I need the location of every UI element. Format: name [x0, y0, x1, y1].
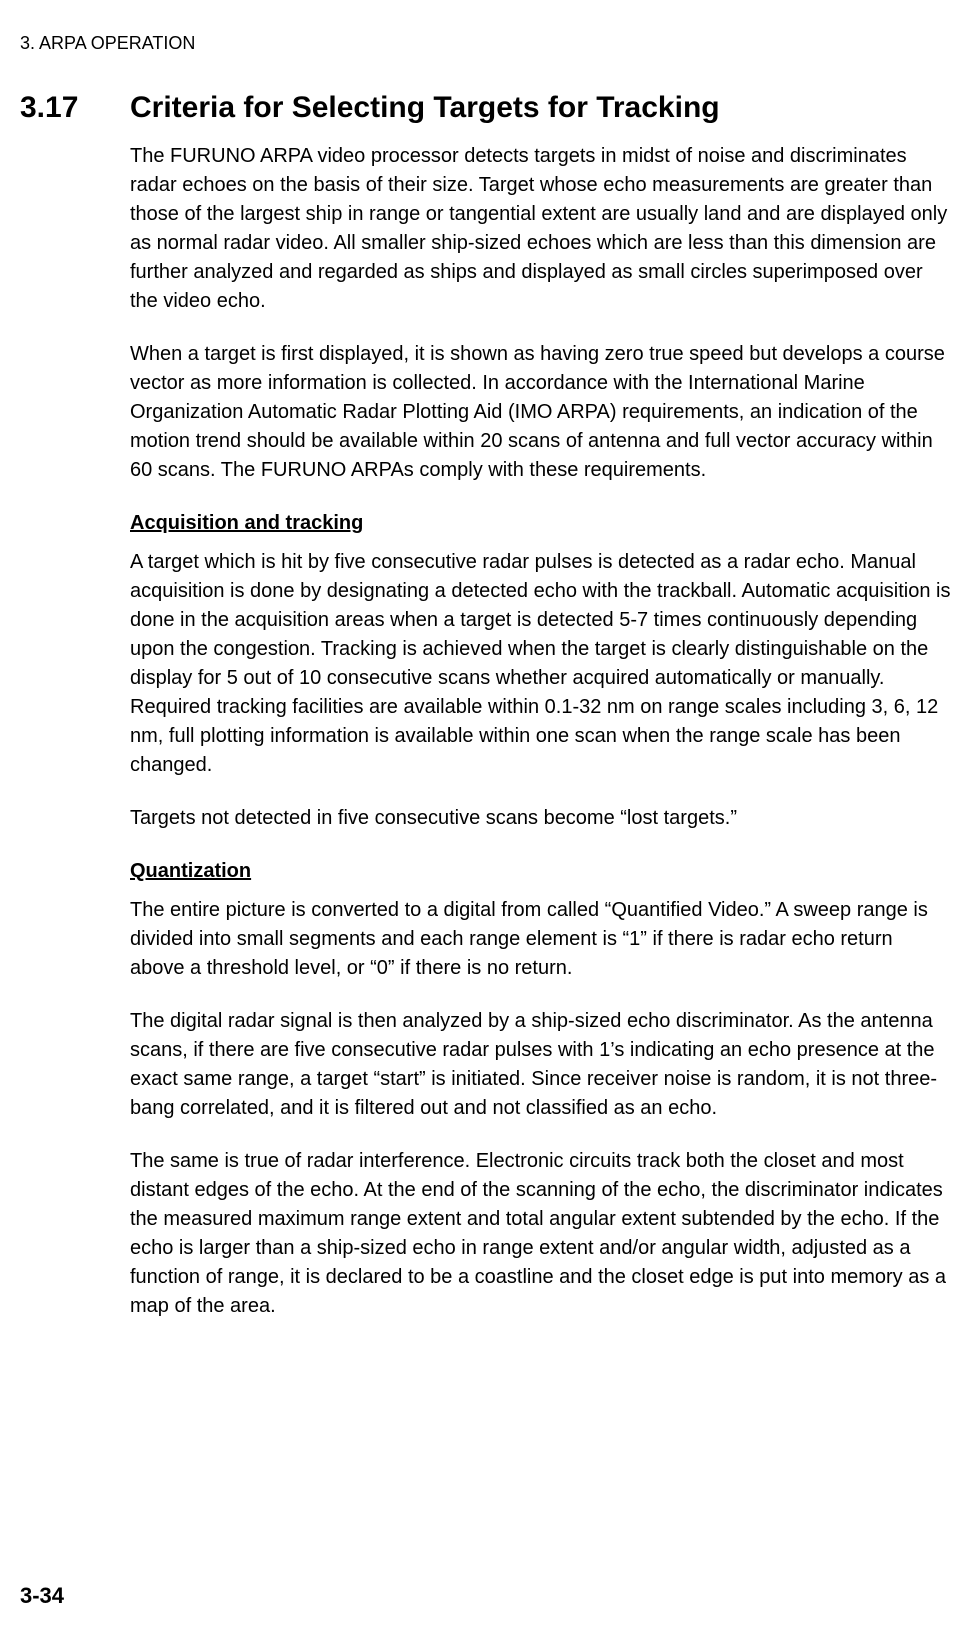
paragraph: Targets not detected in five consecutive…	[130, 804, 951, 833]
paragraph: The FURUNO ARPA video processor detects …	[130, 142, 951, 316]
page-number: 3-34	[20, 1580, 64, 1612]
chapter-header: 3. ARPA OPERATION	[20, 30, 951, 56]
subheading-acquisition: Acquisition and tracking	[130, 509, 951, 538]
paragraph: The same is true of radar interference. …	[130, 1147, 951, 1321]
subheading-quantization: Quantization	[130, 857, 951, 886]
paragraph: A target which is hit by five consecutiv…	[130, 548, 951, 780]
paragraph: The entire picture is converted to a dig…	[130, 896, 951, 983]
paragraph: The digital radar signal is then analyze…	[130, 1007, 951, 1123]
section-heading-row: 3.17 Criteria for Selecting Targets for …	[20, 86, 951, 130]
section-number: 3.17	[20, 86, 130, 130]
paragraph: When a target is first displayed, it is …	[130, 340, 951, 485]
section-title: Criteria for Selecting Targets for Track…	[130, 86, 720, 130]
content-body: The FURUNO ARPA video processor detects …	[130, 142, 951, 1321]
